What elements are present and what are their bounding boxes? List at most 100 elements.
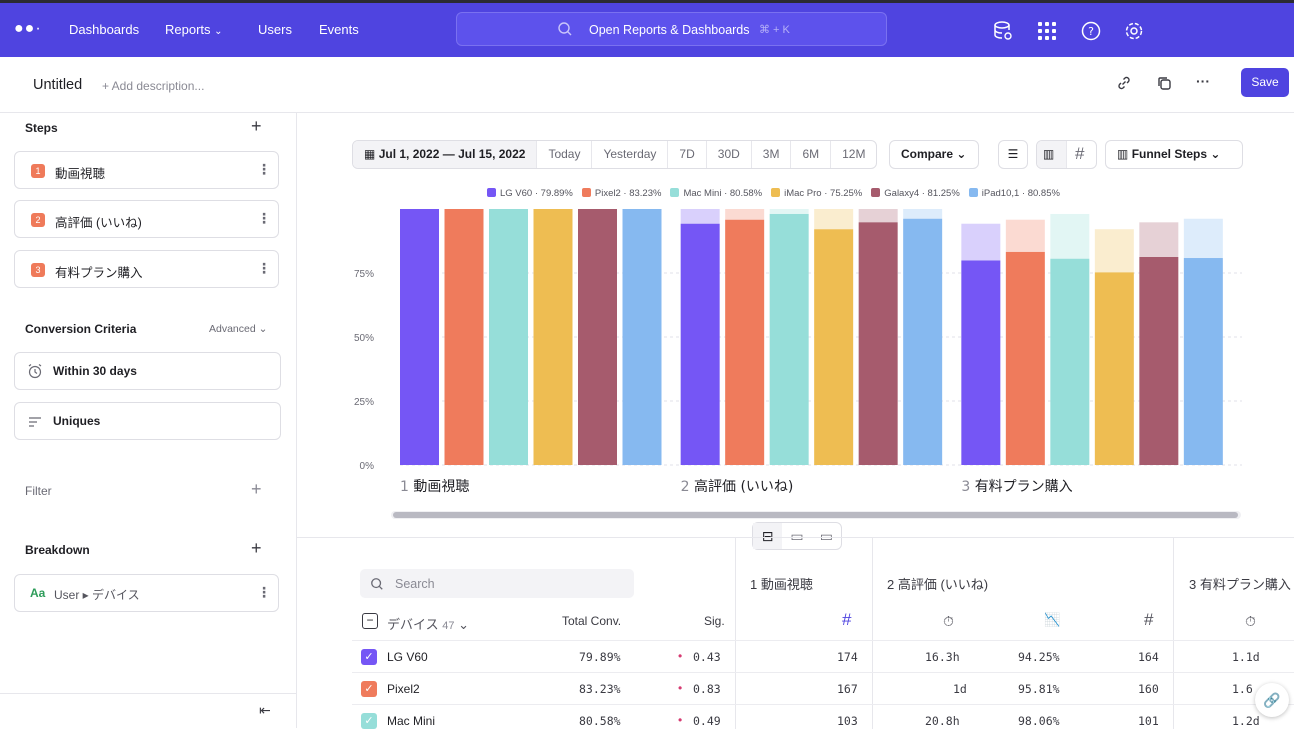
row-step3-time: 1.1d (1232, 650, 1260, 664)
chart-mode-toggle: ▥ # (1036, 140, 1097, 169)
search-shortcut: ⌘ + K (759, 24, 790, 36)
table-search-input[interactable]: Search (360, 569, 634, 598)
nav-users[interactable]: Users (258, 22, 292, 37)
search-placeholder: Open Reports & Dashboards (589, 23, 750, 37)
bar (769, 213, 809, 465)
breakdown-card[interactable]: Aa User ▸ デバイス ⋮ (14, 574, 279, 612)
counting-method-card[interactable]: Uniques (14, 402, 281, 440)
significance-header[interactable]: Sig. (704, 614, 725, 628)
legend-label: Pixel2 · 83.23% (594, 188, 662, 199)
view-type-dropdown[interactable]: ▥ Funnel Steps ⌄ (1105, 140, 1243, 169)
legend-item[interactable]: LG V60 · 79.89% (487, 188, 573, 199)
row-checkbox[interactable]: ✓ (361, 681, 377, 697)
count-hash-icon[interactable]: # (842, 610, 852, 629)
kebab-menu-icon[interactable]: ⋮ (257, 584, 271, 600)
preset-6m[interactable]: 6M (791, 141, 832, 168)
sort-lines-icon[interactable]: ☰ (998, 140, 1028, 169)
add-breakdown-plus-icon[interactable]: + (251, 538, 262, 558)
settings-gear-icon[interactable] (1123, 20, 1145, 42)
row-checkbox[interactable]: ✓ (361, 713, 377, 729)
row-checkbox[interactable]: ✓ (361, 649, 377, 665)
total-conversion-header[interactable]: Total Conv. (562, 614, 622, 628)
database-icon[interactable] (992, 20, 1014, 42)
legend-item[interactable]: Mac Mini · 80.58% (670, 188, 762, 199)
chart-scrollbar-thumb[interactable] (393, 512, 1238, 518)
collapse-sidebar-icon[interactable]: ⇤ (259, 702, 271, 718)
nav-events[interactable]: Events (319, 22, 359, 37)
numeric-hash-icon[interactable]: # (1075, 144, 1085, 163)
bar-dropoff (725, 209, 765, 220)
nav-reports[interactable]: Reports ⌄ (165, 22, 223, 37)
table-row[interactable]: ✓ Pixel2 83.23% • 0.83 167 1d 95.81% 160… (352, 672, 1294, 704)
bar (903, 218, 943, 465)
preset-3m[interactable]: 3M (752, 141, 792, 168)
global-search[interactable]: Open Reports & Dashboards ⌘ + K (456, 12, 887, 46)
chart-only-icon[interactable]: ▭ (790, 528, 804, 544)
more-options-icon[interactable]: ··· (1196, 73, 1210, 89)
legend-label: Galaxy4 · 81.25% (884, 188, 960, 199)
row-device-name: Pixel2 (387, 682, 420, 696)
legend-item[interactable]: Galaxy4 · 81.25% (871, 188, 960, 199)
row-total-conversion: 83.23% (579, 682, 621, 696)
counting-method-label: Uniques (53, 414, 101, 428)
table-row[interactable]: ✓ Mac Mini 80.58% • 0.49 103 20.8h 98.06… (352, 704, 1294, 736)
kebab-menu-icon[interactable]: ⋮ (257, 260, 271, 276)
preset-yesterday[interactable]: Yesterday (592, 141, 669, 168)
split-view-icon[interactable]: ⊟ (753, 523, 783, 549)
legend-swatch (968, 188, 978, 197)
results-table: Search 1 動画視聴 2 高評価 (いいね) 3 有料プラン購入 − デバ… (297, 537, 1294, 729)
floating-link-icon[interactable]: 🔗 (1255, 683, 1289, 717)
preset-7d[interactable]: 7D (668, 141, 707, 168)
kebab-menu-icon[interactable]: ⋮ (257, 161, 271, 177)
legend-item[interactable]: iPad10,1 · 80.85% (968, 188, 1060, 199)
kebab-menu-icon[interactable]: ⋮ (257, 210, 271, 226)
step-card-2[interactable]: 2 高評価 (いいね) ⋮ (14, 200, 279, 238)
duplicate-icon[interactable] (1156, 75, 1172, 91)
significance-dot-icon: • (678, 649, 683, 663)
bar-dropoff (1094, 229, 1134, 273)
conversion-rate-icon[interactable]: 📉 (1044, 612, 1061, 627)
row-step2-count: 160 (1138, 682, 1159, 696)
link-icon[interactable] (1116, 75, 1132, 91)
apps-grid-icon[interactable] (1036, 20, 1058, 42)
nav-dashboards[interactable]: Dashboards (69, 22, 140, 37)
step-card-3[interactable]: 3 有料プラン購入 ⋮ (14, 250, 279, 288)
app-logo[interactable]: ●●· (14, 20, 42, 37)
bar-dropoff (903, 209, 943, 219)
step1-column-header: 1 動画視聴 (750, 577, 813, 592)
list-filter-icon (29, 417, 41, 427)
row-step1-count: 167 (837, 682, 858, 696)
count-hash-icon[interactable]: # (1144, 610, 1154, 629)
select-all-checkbox[interactable]: − (362, 613, 378, 629)
report-title[interactable]: Untitled (33, 77, 83, 93)
conversion-window-card[interactable]: Within 30 days (14, 352, 281, 390)
row-step1-count: 174 (837, 650, 858, 664)
date-range-picker[interactable]: ▦ Jul 1, 2022 — Jul 15, 2022 (353, 141, 538, 168)
report-header: Untitled + Add description... ··· Save (0, 57, 1294, 113)
bar (858, 222, 898, 465)
time-to-convert-icon[interactable]: ⏱ (1245, 613, 1256, 629)
legend-item[interactable]: iMac Pro · 75.25% (771, 188, 862, 199)
preset-today[interactable]: Today (537, 141, 593, 168)
column-divider (735, 538, 736, 729)
add-step-plus-icon[interactable]: + (251, 116, 262, 136)
step-number-badge: 2 (31, 213, 45, 227)
report-description[interactable]: + Add description... (102, 79, 205, 93)
time-to-convert-icon[interactable]: ⏱ (943, 613, 954, 629)
significance-dot-icon: • (678, 681, 683, 695)
add-filter-plus-icon[interactable]: + (251, 479, 262, 499)
table-only-icon[interactable]: ▭ (819, 528, 833, 544)
legend-item[interactable]: Pixel2 · 83.23% (581, 188, 662, 199)
table-row[interactable]: ✓ LG V60 79.89% • 0.43 174 16.3h 94.25% … (352, 640, 1294, 672)
compare-dropdown[interactable]: Compare ⌄ (889, 140, 979, 169)
bar-chart-icon[interactable]: ▥ (1037, 141, 1067, 168)
row-step2-rate: 95.81% (1018, 682, 1060, 696)
help-icon[interactable]: ? (1080, 20, 1102, 42)
preset-12m[interactable]: 12M (842, 147, 866, 161)
save-button[interactable]: Save (1241, 68, 1289, 97)
group-by-column-header[interactable]: デバイス 47 ⌄ (387, 614, 469, 633)
step-card-1[interactable]: 1 動画視聴 ⋮ (14, 151, 279, 189)
preset-30d[interactable]: 30D (707, 141, 752, 168)
chart-scroll-track (391, 511, 1241, 519)
advanced-dropdown[interactable]: Advanced ⌄ (209, 323, 267, 335)
